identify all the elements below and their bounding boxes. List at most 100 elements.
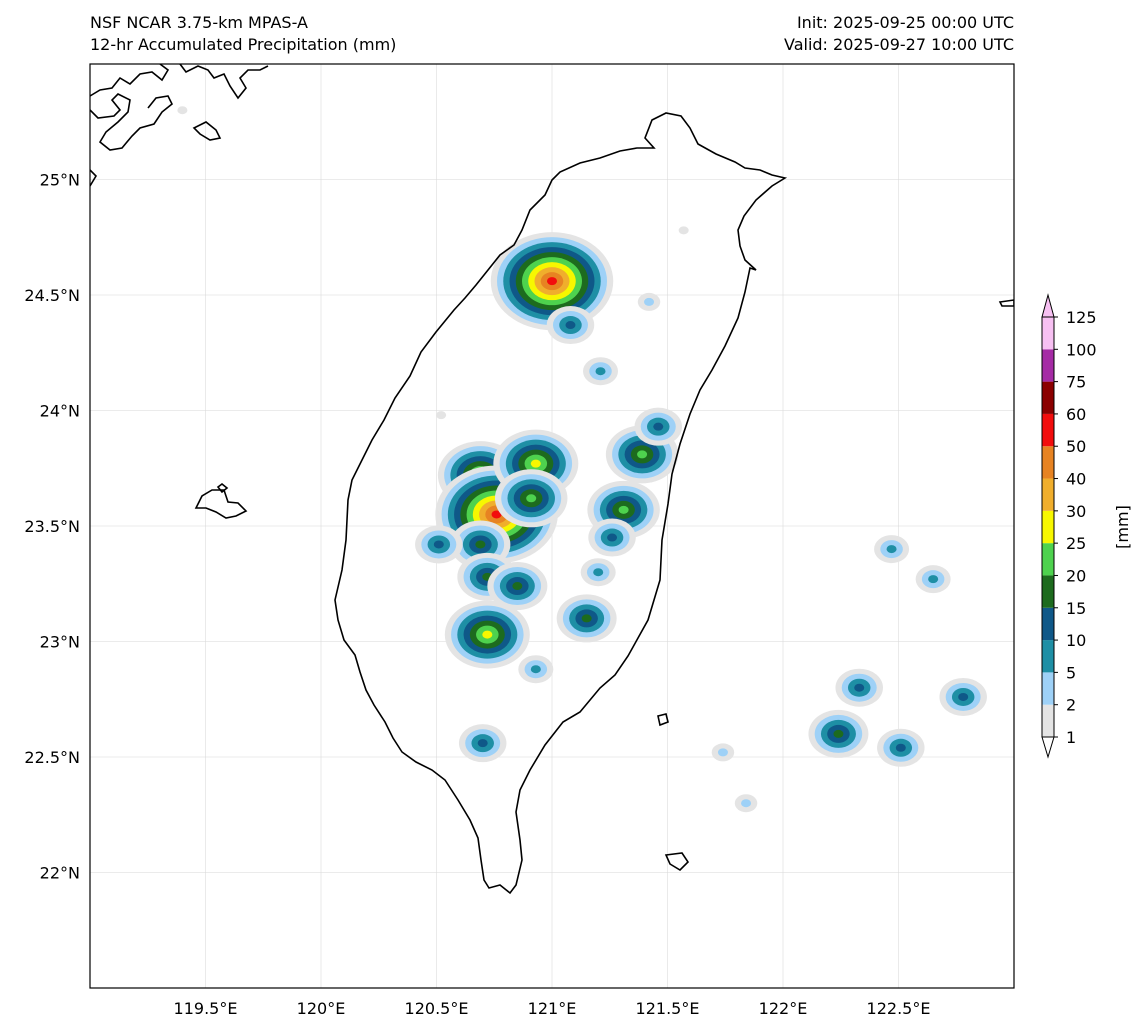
colorbar-tick-label: 60 (1066, 405, 1086, 424)
colorbar-swatch (1042, 446, 1054, 479)
precip-band (565, 321, 576, 330)
precip-band (530, 665, 541, 674)
lat-tick-label: 22°N (40, 864, 80, 883)
precip-cell (580, 558, 616, 587)
lat-tick-label: 22.5°N (24, 748, 80, 767)
precip-cell (494, 469, 568, 528)
precip-cell (678, 226, 689, 235)
precip-band (482, 630, 493, 639)
precip-band (581, 614, 592, 623)
precip-band (530, 459, 541, 468)
colorbar-unit-label: [mm] (1113, 505, 1132, 549)
colorbar-swatch (1042, 607, 1054, 641)
coastlines (90, 64, 1014, 895)
precip-band (547, 277, 557, 286)
colorbar-swatch (1042, 317, 1054, 350)
colorbar-tick-label: 2 (1066, 696, 1076, 715)
colorbar-swatch (1042, 672, 1054, 705)
colorbar-tick-label: 5 (1066, 663, 1076, 682)
precip-band (475, 540, 486, 549)
lat-tick-label: 24.5°N (24, 286, 80, 305)
lon-tick-label: 120°E (297, 999, 346, 1018)
map-frame (89, 63, 1015, 989)
precip-field (177, 106, 987, 813)
precip-cell (711, 743, 735, 762)
lon-tick-label: 122.5°E (867, 999, 931, 1018)
colorbar-tick-label: 50 (1066, 437, 1086, 456)
precip-cell (436, 411, 447, 420)
precip-band (958, 692, 969, 701)
colorbar-tick-label: 40 (1066, 470, 1086, 489)
precip-band (644, 297, 655, 306)
taiwan-coastline (334, 112, 788, 895)
precip-band (593, 568, 604, 577)
precip-band (886, 545, 897, 554)
lat-tick-label: 25°N (40, 171, 80, 190)
penghu-islet (216, 482, 229, 494)
colorbar-extend-max (1041, 293, 1055, 318)
colorbar-swatch (1042, 543, 1054, 576)
precip-cell (177, 106, 188, 115)
colorbar-swatch (1042, 704, 1054, 737)
precip-band (928, 575, 939, 584)
precip-cell (734, 794, 758, 813)
lanyu-coastline (664, 852, 690, 872)
ludao-coastline (657, 713, 669, 727)
precip-band (491, 510, 502, 519)
precip-band (653, 422, 664, 431)
lat-tick-label: 23.5°N (24, 517, 80, 536)
precip-band (895, 743, 906, 752)
precip-band (436, 411, 447, 420)
colorbar-tick-label: 100 (1066, 340, 1097, 359)
colorbar-swatch (1042, 413, 1054, 447)
precip-band (607, 533, 618, 542)
precip-cell (546, 306, 595, 345)
field-title: 12-hr Accumulated Precipitation (mm) (90, 35, 397, 54)
precip-cell (634, 407, 683, 446)
lat-tick-label: 23°N (40, 633, 80, 652)
colorbar-swatch (1042, 349, 1054, 382)
precip-cell (487, 562, 548, 611)
precip-band (177, 106, 188, 115)
precip-band (717, 748, 728, 757)
precip-band (526, 494, 537, 503)
colorbar-tick-label: 25 (1066, 534, 1086, 553)
precip-cell (518, 655, 554, 684)
precip-band (741, 799, 752, 808)
colorbar-tick-label: 10 (1066, 631, 1086, 650)
lon-tick-label: 120.5°E (405, 999, 469, 1018)
precip-cell (939, 677, 987, 716)
title-left: NSF NCAR 3.75-km MPAS-A 12-hr Accumulate… (90, 12, 396, 56)
colorbar-outline (1041, 316, 1055, 738)
precip-band (833, 729, 844, 738)
precip-cell (874, 535, 910, 564)
precip-cell (556, 594, 617, 643)
precip-band (678, 226, 689, 235)
colorbar-tick-label: 15 (1066, 599, 1086, 618)
lon-tick-label: 121°E (528, 999, 577, 1018)
china-coastline (90, 64, 269, 187)
precip-band (595, 367, 606, 376)
colorbar-swatch (1042, 575, 1054, 608)
penghu-coastline (194, 489, 248, 519)
precip-band (477, 739, 488, 748)
model-title: NSF NCAR 3.75-km MPAS-A (90, 13, 308, 32)
colorbar-tick-label: 30 (1066, 502, 1086, 521)
precip-cell (637, 292, 661, 311)
lat-tick-label: 24°N (40, 402, 80, 421)
colorbar-swatch (1042, 640, 1054, 673)
axis-ticks: 119.5°E 120°E 120.5°E 121°E 121.5°E 122°E 122.… (24, 171, 930, 1019)
precip-cell (444, 600, 530, 669)
lon-tick-label: 119.5°E (174, 999, 238, 1018)
colorbar-tick-label: 75 (1066, 373, 1086, 392)
precip-cell (915, 565, 951, 594)
precip-band (854, 683, 865, 692)
precip-cell (588, 518, 636, 557)
precip-band (637, 450, 648, 459)
lon-tick-label: 121.5°E (636, 999, 700, 1018)
precip-band (512, 582, 523, 591)
colorbar-tick-label: 125 (1066, 308, 1097, 327)
precip-band (618, 505, 629, 514)
